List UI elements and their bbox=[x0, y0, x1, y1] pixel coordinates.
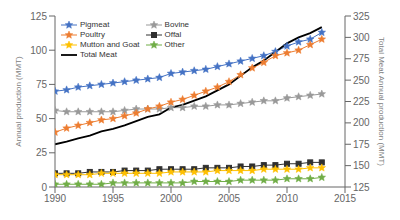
svg-text:175: 175 bbox=[353, 139, 370, 150]
svg-text:Annual production (MMT): Annual production (MMT) bbox=[14, 56, 23, 147]
svg-text:2005: 2005 bbox=[218, 193, 241, 204]
html-text:Other: Other bbox=[164, 40, 185, 49]
svg-text:300: 300 bbox=[353, 32, 370, 43]
html-text:Poultry: Poultry bbox=[80, 30, 105, 39]
svg-text:Total Meat Annual production (: Total Meat Annual production (MMT) bbox=[377, 37, 386, 166]
svg-text:325: 325 bbox=[353, 11, 370, 22]
svg-text:0: 0 bbox=[41, 182, 47, 193]
svg-text:50: 50 bbox=[36, 113, 48, 124]
html-text:Total Meat: Total Meat bbox=[80, 50, 117, 59]
svg-text:100: 100 bbox=[30, 45, 47, 56]
html-text:Pigmeat: Pigmeat bbox=[80, 20, 110, 29]
svg-text:2015: 2015 bbox=[334, 193, 357, 204]
svg-text:2000: 2000 bbox=[160, 193, 183, 204]
svg-text:125: 125 bbox=[353, 182, 370, 193]
svg-text:125: 125 bbox=[30, 11, 47, 22]
svg-text:1990: 1990 bbox=[44, 193, 67, 204]
html-text:Mutton and Goat: Mutton and Goat bbox=[80, 40, 140, 49]
svg-text:225: 225 bbox=[353, 96, 370, 107]
html-text:Offal: Offal bbox=[164, 30, 182, 39]
svg-text:1995: 1995 bbox=[102, 193, 125, 204]
svg-text:250: 250 bbox=[353, 75, 370, 86]
svg-text:2010: 2010 bbox=[276, 193, 299, 204]
html-text:Bovine: Bovine bbox=[164, 20, 190, 29]
svg-text:275: 275 bbox=[353, 53, 370, 64]
svg-text:150: 150 bbox=[353, 160, 370, 171]
svg-text:25: 25 bbox=[36, 147, 48, 158]
svg-text:75: 75 bbox=[36, 79, 48, 90]
svg-text:200: 200 bbox=[353, 117, 370, 128]
